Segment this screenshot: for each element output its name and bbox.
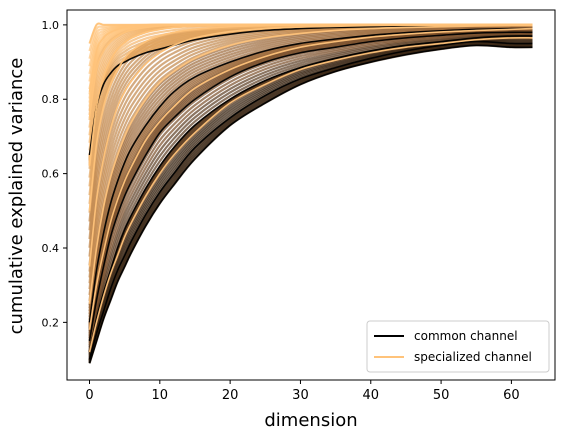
x-tick-label: 40 — [362, 388, 379, 403]
specialized-channel-curve-8 — [88, 22, 533, 44]
specialized-channel-curve-2 — [88, 24, 533, 304]
y-tick-label: 1.0 — [42, 19, 60, 32]
legend-label-specialized: specialized channel — [414, 350, 532, 364]
legend-box — [366, 320, 550, 373]
common-channel-curve-0 — [88, 44, 533, 364]
y-axis-label: cumulative explained variance — [6, 58, 27, 335]
specialized-channel-curve-0 — [88, 36, 533, 353]
x-tick-label: 0 — [85, 388, 93, 403]
y-tick-label: 0.6 — [42, 168, 60, 181]
common-channel-curve-1 — [88, 40, 533, 360]
legend-label-common: common channel — [414, 329, 518, 343]
x-axis: 0 10 20 30 40 50 60 — [85, 380, 520, 403]
common-channel-curve-4 — [88, 27, 533, 323]
y-axis: 0.2 0.4 0.6 0.8 1.0 — [42, 19, 67, 329]
specialized-channel-curve-1 — [88, 27, 533, 330]
x-tick-label: 60 — [503, 388, 520, 403]
curve-group — [88, 22, 533, 364]
x-tick-label: 20 — [222, 388, 239, 403]
y-tick-label: 0.2 — [42, 316, 60, 329]
legend: common channel specialized channel — [366, 320, 550, 373]
x-tick-label: 50 — [433, 388, 450, 403]
plot-frame — [66, 9, 556, 381]
common-channel-curve-3 — [88, 31, 533, 342]
y-tick-label: 0.4 — [42, 242, 60, 255]
common-channel-curve-2 — [88, 35, 533, 353]
y-tick-label: 0.8 — [42, 93, 60, 106]
x-tick-label: 10 — [152, 388, 169, 403]
x-tick-label: 30 — [292, 388, 309, 403]
x-axis-label: dimension — [264, 410, 357, 431]
